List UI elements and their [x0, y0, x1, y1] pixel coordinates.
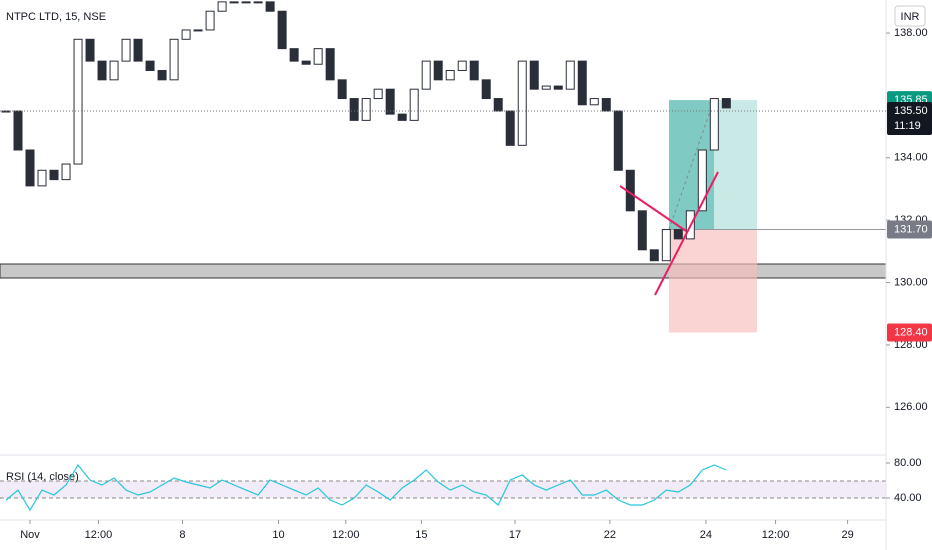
candle: [397, 113, 407, 121]
y2-tick-label: 40.00: [894, 492, 922, 504]
candle: [109, 60, 119, 81]
candle: [709, 98, 719, 151]
candle: [289, 48, 299, 62]
trend-line: [619, 185, 687, 232]
candle: [181, 29, 191, 40]
y-tick-label: 138.00: [894, 27, 928, 39]
x-tick-label: 17: [509, 529, 521, 541]
candle: [49, 169, 59, 181]
candle: [421, 60, 431, 90]
candle: [661, 229, 671, 262]
currency: INR: [901, 11, 920, 23]
x-tick-label: Nov: [20, 529, 40, 541]
x-tick-label: 29: [841, 529, 853, 541]
candle: [469, 60, 479, 81]
candle: [721, 98, 731, 109]
y-tick-label: 134.00: [894, 152, 928, 164]
rsi-line: [5, 463, 727, 512]
x-tick-label: 12:00: [762, 529, 790, 541]
x-tick-label: 24: [700, 529, 712, 541]
trend-line: [654, 171, 719, 296]
last-price-tag-bg: [887, 102, 932, 136]
candle: [277, 10, 287, 50]
candle: [241, 1, 251, 4]
countdown: 11:19: [894, 120, 921, 132]
candle: [517, 60, 527, 146]
candle: [61, 163, 71, 181]
symbol-title: NTPC LTD, 15, NSE: [6, 11, 106, 23]
candle: [37, 169, 47, 187]
candle: [13, 110, 23, 151]
candle: [325, 48, 335, 81]
candle: [25, 149, 35, 187]
entry-tag: 131.70: [894, 223, 928, 235]
candle: [121, 38, 131, 62]
x-tick-label: 12:00: [85, 529, 113, 541]
candle: [97, 60, 107, 81]
x-tick-label: 22: [604, 529, 616, 541]
candle: [133, 38, 143, 62]
candle: [265, 1, 275, 12]
candle: [361, 98, 371, 121]
candle: [577, 60, 587, 106]
candle: [409, 88, 419, 121]
candle: [337, 79, 347, 100]
candle: [169, 38, 179, 81]
candle: [637, 210, 647, 251]
candle: [505, 110, 515, 146]
x-tick-label: 15: [415, 529, 427, 541]
x-tick-label: 12:00: [332, 529, 360, 541]
candle: [649, 249, 659, 262]
candle: [445, 69, 455, 81]
x-tick-label: 10: [272, 529, 284, 541]
candles: [1, 1, 731, 262]
candle: [457, 60, 467, 71]
rsi-band: [0, 481, 886, 498]
candle: [217, 1, 227, 12]
candle: [373, 88, 383, 100]
candle: [73, 38, 83, 165]
entry-tag-bg: [887, 220, 932, 239]
candle: [481, 79, 491, 100]
candle: [553, 85, 563, 90]
y-tick-label: 126.00: [894, 401, 928, 413]
candle: [493, 98, 503, 112]
candle: [385, 88, 395, 115]
stop-tag: 128.40: [894, 326, 928, 338]
x-tick-label: 8: [179, 529, 185, 541]
candle: [673, 229, 683, 240]
candle: [529, 60, 539, 90]
candle: [145, 60, 155, 71]
candle: [541, 85, 551, 90]
candle: [589, 98, 599, 106]
candle: [613, 110, 623, 171]
loss-zone: [669, 229, 757, 333]
candle: [349, 98, 359, 121]
candle: [301, 60, 311, 65]
candle: [433, 60, 443, 81]
y-tick-label: 128.00: [894, 339, 928, 351]
candle: [253, 1, 263, 4]
candle: [229, 1, 239, 4]
candle: [85, 38, 95, 62]
candle: [601, 98, 611, 112]
candle: [205, 10, 215, 31]
y-tick-label: 130.00: [894, 276, 928, 288]
candle: [313, 48, 323, 65]
candle: [193, 29, 203, 32]
currency-box[interactable]: [894, 5, 926, 27]
candle: [565, 60, 575, 90]
path-line: [668, 99, 715, 230]
candle: [157, 69, 167, 81]
last-price-tag: 135.50: [894, 105, 928, 117]
stop-tag-bg: [887, 323, 932, 342]
y2-tick-label: 80.00: [894, 457, 922, 469]
rsi-title: RSI (14, close): [6, 471, 79, 483]
candle: [697, 149, 707, 212]
